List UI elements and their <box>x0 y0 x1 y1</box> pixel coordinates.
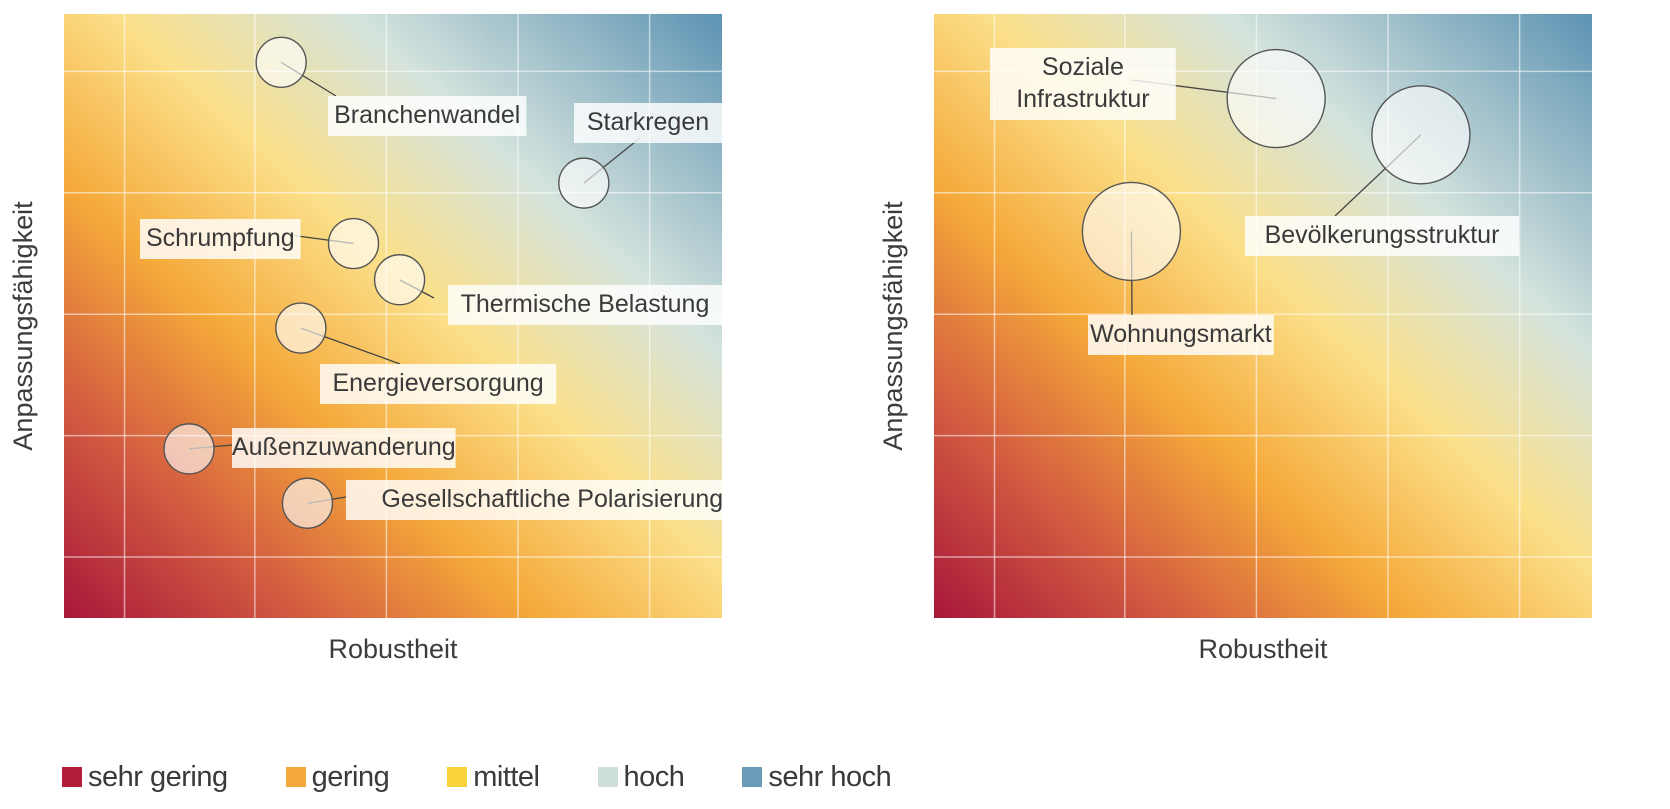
bubble-point <box>1226 48 1326 149</box>
point-label-box <box>1088 315 1274 355</box>
point-label: Außenzuwanderung <box>232 433 456 461</box>
point-label-box <box>448 285 722 325</box>
legend-swatch <box>285 767 306 787</box>
point-label-box <box>574 103 722 143</box>
legend-label: mittel <box>473 760 540 793</box>
y-axis-label: Anpassungsfähigkeit <box>8 201 38 451</box>
bubble-point <box>1081 181 1182 282</box>
point-label: Gesellschaftliche Polarisierung <box>381 485 723 513</box>
legend-label: sehr hoch <box>768 760 892 793</box>
legend-item-mittel: mittel <box>447 760 540 794</box>
legend-item-hoch: hoch <box>597 760 685 794</box>
legend: sehr gering gering mittel hoch sehr hoch <box>62 760 949 794</box>
point-label: Wohnungsmarkt <box>1090 320 1272 348</box>
y-axis-label: Anpassungsfähigkeit <box>878 201 908 451</box>
chart-right-svg: Robustheit Anpassungsfähigkeit Soziale Infr… <box>878 14 1592 664</box>
point-label: Soziale Infrastruktur <box>1016 53 1149 113</box>
bubble-point <box>1371 85 1471 185</box>
point-label-box <box>232 428 456 468</box>
point-label-box <box>320 364 557 404</box>
legend-label: sehr gering <box>88 760 228 793</box>
point-label-box <box>990 48 1176 120</box>
point-label-box <box>1245 216 1519 256</box>
point-label-box <box>140 219 301 259</box>
legend-item-gering: gering <box>285 760 390 794</box>
x-axis-label: Robustheit <box>328 634 458 664</box>
legend-swatch <box>597 767 618 787</box>
legend-swatch <box>447 767 468 787</box>
chart-left-svg: Robustheit Anpassungsfähigkeit Branchenwan… <box>8 14 759 664</box>
point-label: Schrumpfung <box>146 224 295 252</box>
point-label-box <box>328 96 527 136</box>
point-label: Bevölkerungsstruktur <box>1265 221 1500 249</box>
bubble-point <box>373 254 426 306</box>
legend-label: gering <box>311 760 390 793</box>
bubble-point <box>255 36 307 89</box>
bubble-point <box>281 477 334 529</box>
point-label-box <box>346 480 759 520</box>
legend-swatch <box>62 767 82 787</box>
point-label: Thermische Belastung <box>461 290 710 318</box>
legend-swatch <box>742 767 763 787</box>
point-label: Energieversorgung <box>332 369 543 397</box>
legend-item-sehr-gering: sehr gering <box>62 761 228 794</box>
legend-label: hoch <box>623 760 685 793</box>
chart-left: Robustheit Anpassungsfähigkeit Branchenwan… <box>0 0 800 700</box>
legend-item-sehr-hoch: sehr hoch <box>742 760 892 794</box>
bubble-point <box>327 217 380 270</box>
bubble-point <box>558 157 610 209</box>
bubble-point <box>163 423 215 475</box>
point-label: Starkregen <box>587 108 709 136</box>
chart-right: Robustheit Anpassungsfähigkeit Soziale Infr… <box>870 0 1670 700</box>
point-label: Branchenwandel <box>334 101 520 129</box>
bubble-point <box>275 302 327 354</box>
x-axis-label: Robustheit <box>1198 634 1328 664</box>
